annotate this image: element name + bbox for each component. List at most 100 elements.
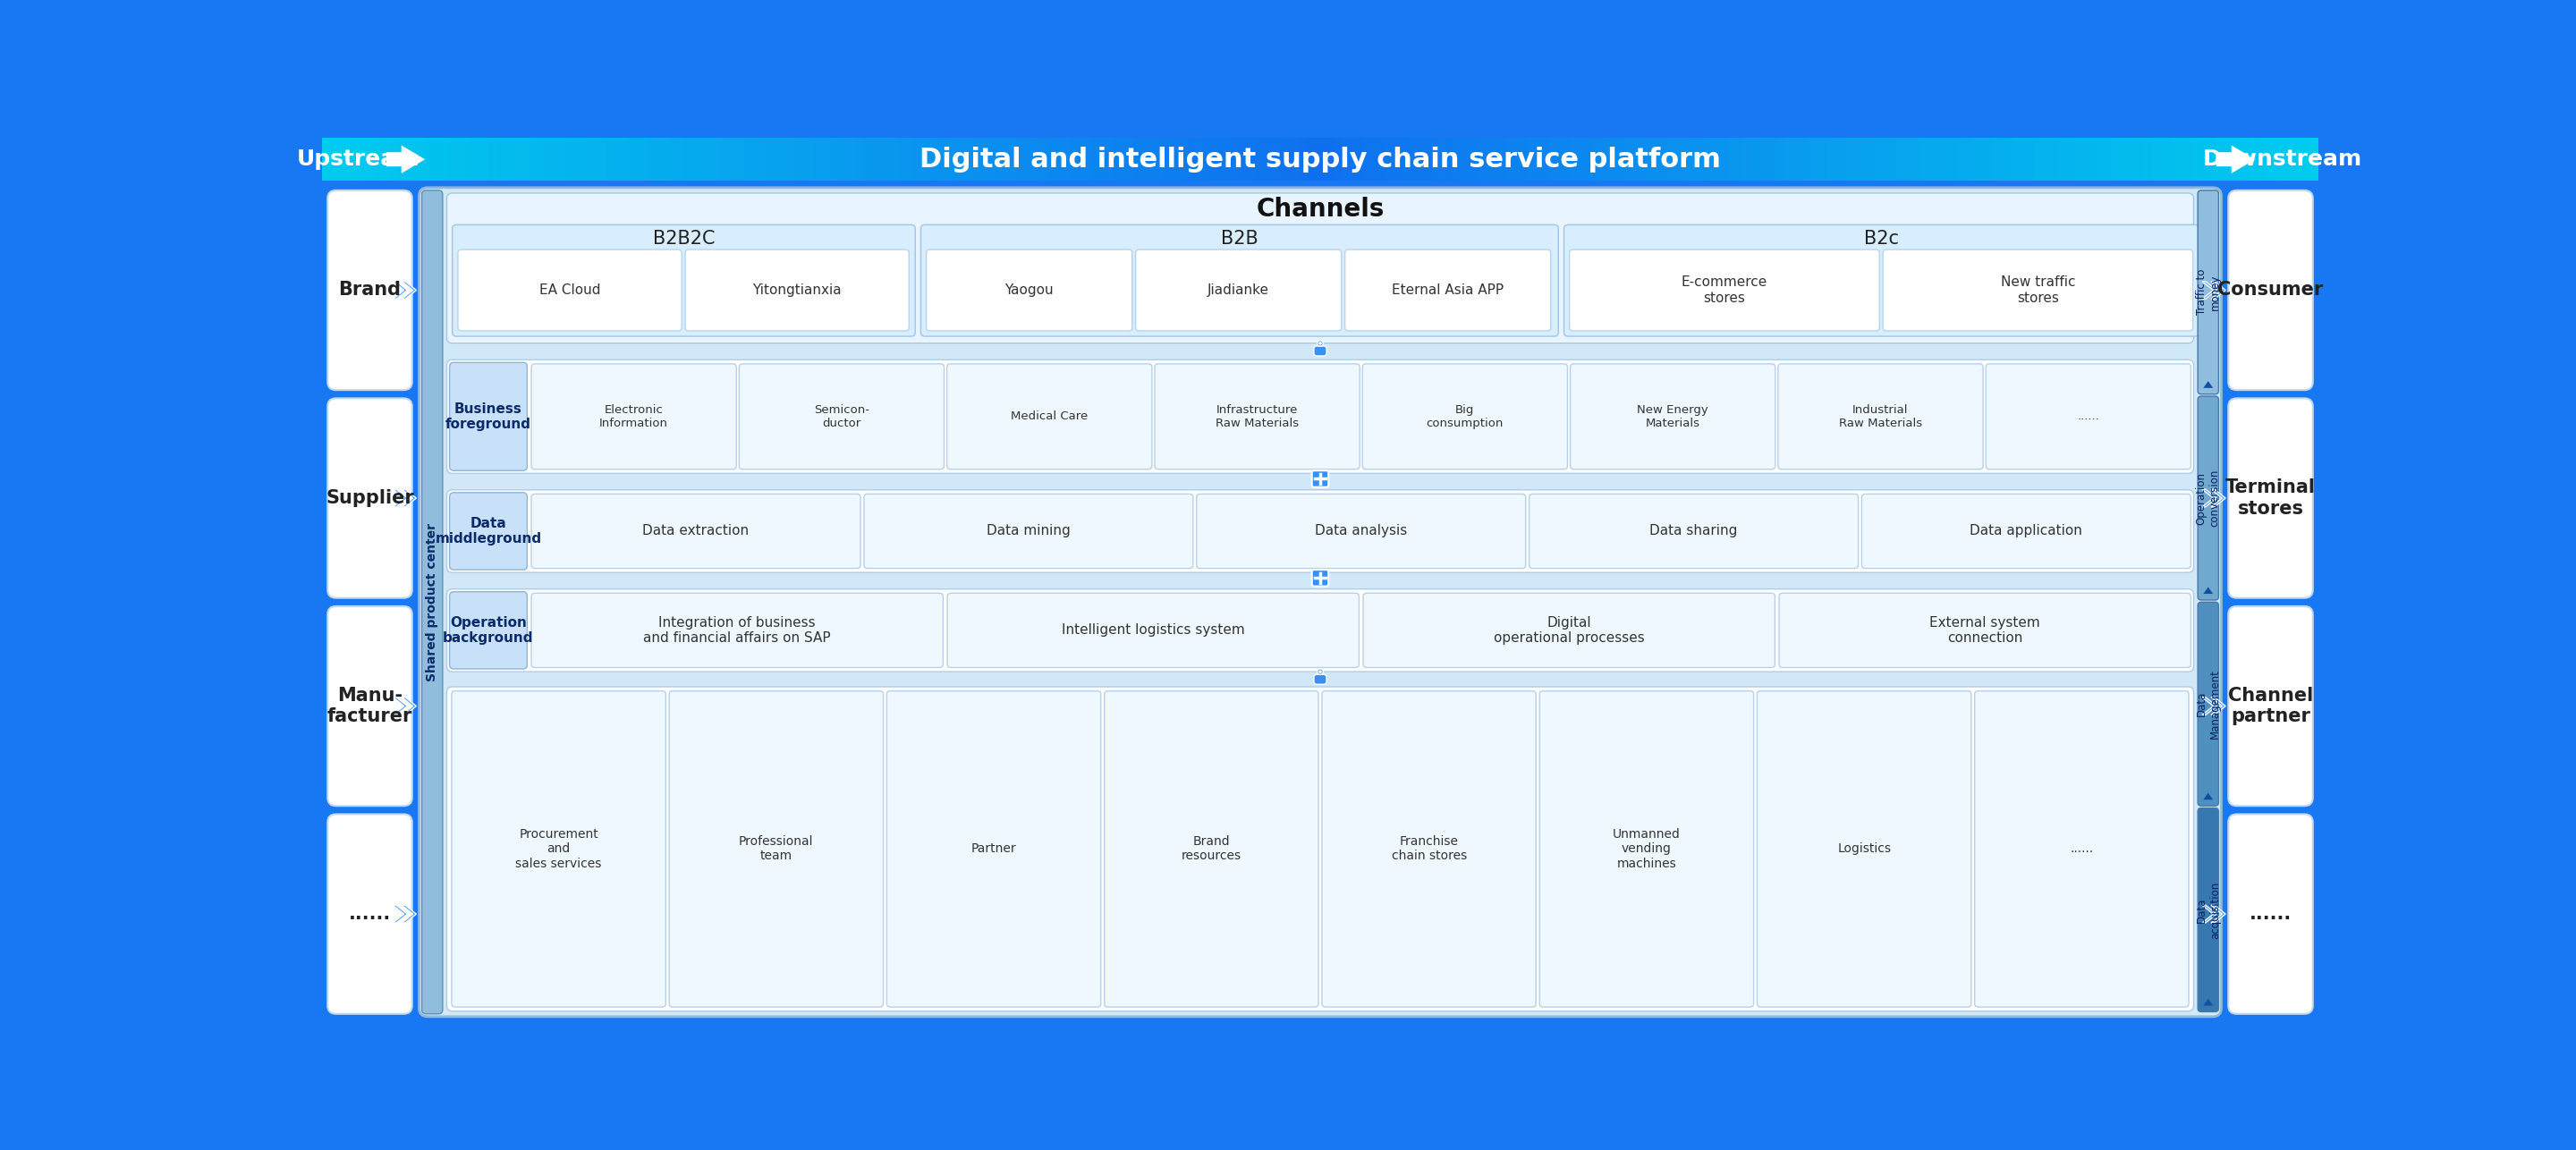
FancyBboxPatch shape <box>1723 138 1731 181</box>
FancyBboxPatch shape <box>886 691 1100 1007</box>
FancyBboxPatch shape <box>760 138 765 181</box>
Text: Operation
conversion: Operation conversion <box>2195 469 2221 527</box>
FancyBboxPatch shape <box>1154 138 1162 181</box>
FancyBboxPatch shape <box>1002 138 1010 181</box>
FancyBboxPatch shape <box>1958 138 1965 181</box>
FancyBboxPatch shape <box>327 814 412 1014</box>
FancyBboxPatch shape <box>1528 138 1535 181</box>
FancyBboxPatch shape <box>752 138 760 181</box>
Text: Data mining: Data mining <box>987 524 1072 538</box>
FancyBboxPatch shape <box>1133 138 1141 181</box>
Text: Operation
background: Operation background <box>443 616 533 645</box>
Text: B2B: B2B <box>1221 230 1257 247</box>
FancyBboxPatch shape <box>1494 138 1502 181</box>
FancyBboxPatch shape <box>1051 138 1059 181</box>
FancyBboxPatch shape <box>420 138 428 181</box>
FancyBboxPatch shape <box>1535 138 1543 181</box>
FancyBboxPatch shape <box>2089 138 2097 181</box>
FancyBboxPatch shape <box>948 363 1151 469</box>
FancyBboxPatch shape <box>600 138 608 181</box>
FancyBboxPatch shape <box>2056 138 2063 181</box>
Text: Infrastructure
Raw Materials: Infrastructure Raw Materials <box>1216 404 1298 429</box>
FancyBboxPatch shape <box>732 138 739 181</box>
FancyBboxPatch shape <box>1708 138 1716 181</box>
FancyBboxPatch shape <box>1757 691 1971 1007</box>
FancyBboxPatch shape <box>392 138 399 181</box>
FancyBboxPatch shape <box>953 138 961 181</box>
Text: Business
foreground: Business foreground <box>446 402 531 431</box>
FancyBboxPatch shape <box>585 138 592 181</box>
FancyBboxPatch shape <box>2197 603 2218 806</box>
FancyBboxPatch shape <box>1216 138 1224 181</box>
FancyBboxPatch shape <box>1097 138 1105 181</box>
FancyBboxPatch shape <box>461 138 469 181</box>
FancyBboxPatch shape <box>938 138 945 181</box>
FancyBboxPatch shape <box>1023 138 1030 181</box>
FancyBboxPatch shape <box>502 138 510 181</box>
FancyBboxPatch shape <box>2125 138 2133 181</box>
FancyBboxPatch shape <box>863 138 871 181</box>
FancyBboxPatch shape <box>531 593 943 667</box>
FancyBboxPatch shape <box>1597 138 1605 181</box>
FancyBboxPatch shape <box>994 138 1002 181</box>
Text: Shared product center: Shared product center <box>425 523 438 681</box>
FancyBboxPatch shape <box>1321 691 1535 1007</box>
FancyBboxPatch shape <box>1530 494 1857 568</box>
Text: Unmanned
vending
machines: Unmanned vending machines <box>1613 828 1680 869</box>
FancyBboxPatch shape <box>1311 470 1329 488</box>
FancyBboxPatch shape <box>1355 138 1363 181</box>
FancyBboxPatch shape <box>1618 138 1625 181</box>
FancyBboxPatch shape <box>1136 250 1342 331</box>
FancyBboxPatch shape <box>2007 138 2014 181</box>
FancyBboxPatch shape <box>662 138 670 181</box>
FancyBboxPatch shape <box>793 138 801 181</box>
FancyBboxPatch shape <box>412 138 420 181</box>
FancyBboxPatch shape <box>1293 138 1301 181</box>
FancyBboxPatch shape <box>322 138 330 181</box>
FancyBboxPatch shape <box>564 138 572 181</box>
FancyBboxPatch shape <box>451 691 665 1007</box>
FancyBboxPatch shape <box>1141 138 1146 181</box>
FancyBboxPatch shape <box>404 138 412 181</box>
FancyBboxPatch shape <box>1007 138 1015 181</box>
FancyBboxPatch shape <box>1507 138 1515 181</box>
FancyBboxPatch shape <box>2048 138 2056 181</box>
FancyBboxPatch shape <box>350 138 358 181</box>
FancyBboxPatch shape <box>876 138 884 181</box>
FancyBboxPatch shape <box>1285 138 1293 181</box>
FancyBboxPatch shape <box>2166 138 2174 181</box>
FancyBboxPatch shape <box>446 687 2195 1011</box>
FancyBboxPatch shape <box>2110 138 2117 181</box>
FancyBboxPatch shape <box>912 138 920 181</box>
FancyBboxPatch shape <box>459 250 683 331</box>
Text: Professional
team: Professional team <box>739 835 814 862</box>
FancyBboxPatch shape <box>2215 138 2223 181</box>
FancyBboxPatch shape <box>1396 138 1404 181</box>
FancyBboxPatch shape <box>1654 138 1662 181</box>
FancyBboxPatch shape <box>2040 138 2048 181</box>
FancyBboxPatch shape <box>531 138 538 181</box>
FancyBboxPatch shape <box>1937 138 1945 181</box>
FancyBboxPatch shape <box>1667 138 1674 181</box>
FancyBboxPatch shape <box>2146 138 2154 181</box>
FancyBboxPatch shape <box>2179 138 2187 181</box>
FancyBboxPatch shape <box>1625 138 1633 181</box>
Text: E-commerce
stores: E-commerce stores <box>1682 276 1767 305</box>
FancyBboxPatch shape <box>1278 138 1285 181</box>
FancyBboxPatch shape <box>1839 138 1847 181</box>
FancyBboxPatch shape <box>626 138 634 181</box>
Text: Data
Management: Data Management <box>2195 669 2221 738</box>
Text: Data sharing: Data sharing <box>1649 524 1739 538</box>
FancyBboxPatch shape <box>1231 138 1236 181</box>
Text: Digital
operational processes: Digital operational processes <box>1494 616 1643 645</box>
FancyBboxPatch shape <box>384 138 392 181</box>
FancyBboxPatch shape <box>1188 138 1195 181</box>
FancyBboxPatch shape <box>1540 691 1754 1007</box>
FancyBboxPatch shape <box>1860 138 1868 181</box>
Text: Procurement
and
sales services: Procurement and sales services <box>515 828 603 869</box>
FancyBboxPatch shape <box>1036 138 1043 181</box>
Circle shape <box>1316 340 1324 346</box>
FancyBboxPatch shape <box>2027 138 2035 181</box>
FancyBboxPatch shape <box>1638 138 1646 181</box>
FancyBboxPatch shape <box>1118 138 1126 181</box>
